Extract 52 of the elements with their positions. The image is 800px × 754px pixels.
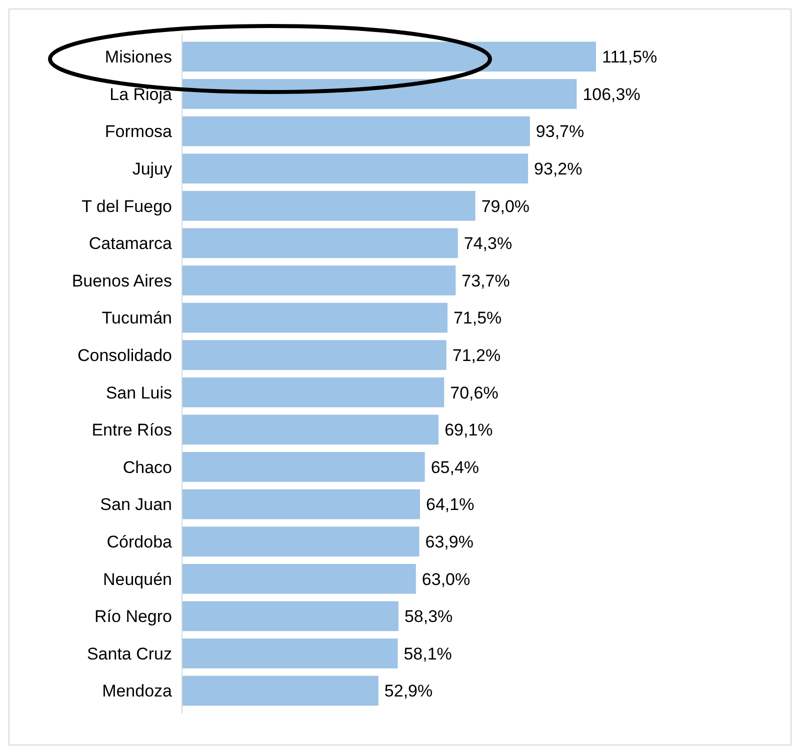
bar bbox=[182, 302, 448, 333]
data-label: 69,1% bbox=[444, 420, 493, 440]
bar bbox=[182, 190, 476, 221]
bar bbox=[182, 452, 425, 482]
y-tick-label: Jujuy bbox=[132, 160, 172, 178]
y-tick-label: Neuquén bbox=[102, 570, 172, 589]
data-label: 64,1% bbox=[426, 495, 474, 514]
data-label: 63,9% bbox=[425, 532, 474, 552]
y-tick-label: La Rioja bbox=[110, 84, 173, 104]
bar bbox=[182, 154, 528, 184]
y-tick-label: Tucumán bbox=[102, 308, 172, 328]
y-tick-label: Catamarca bbox=[88, 234, 173, 254]
y-tick-label: Consolidado bbox=[77, 346, 172, 365]
data-label: 79,0% bbox=[481, 196, 530, 216]
data-label: 70,6% bbox=[450, 383, 498, 402]
y-tick-label: Mendoza bbox=[102, 682, 173, 701]
data-label: 74,3% bbox=[464, 234, 512, 254]
data-label: 106,3% bbox=[582, 84, 640, 104]
bar bbox=[182, 266, 456, 296]
data-label: 111,5% bbox=[602, 48, 658, 67]
bar bbox=[182, 638, 398, 668]
y-tick-label: Buenos Aires bbox=[72, 271, 172, 290]
bar bbox=[182, 526, 420, 556]
data-label: 71,2% bbox=[452, 346, 501, 365]
bar bbox=[182, 116, 530, 146]
data-label: 52,9% bbox=[384, 682, 433, 701]
y-tick-label: Formosa bbox=[104, 122, 173, 142]
y-tick-label: San Luis bbox=[106, 383, 172, 402]
bar bbox=[182, 564, 416, 594]
y-tick-label: Misiones bbox=[104, 48, 172, 67]
bar bbox=[182, 601, 398, 632]
y-tick-label: Entre Ríos bbox=[92, 420, 172, 440]
data-label: 63,0% bbox=[422, 570, 470, 589]
y-tick-label: Córdoba bbox=[106, 532, 173, 552]
data-label: 93,2% bbox=[534, 160, 582, 178]
bar bbox=[182, 228, 458, 258]
data-label: 58,1% bbox=[404, 644, 452, 664]
y-tick-label: Río Negro bbox=[94, 607, 172, 626]
bar bbox=[182, 414, 439, 445]
bar bbox=[182, 340, 446, 370]
data-label: 58,3% bbox=[404, 607, 453, 626]
bar bbox=[182, 676, 378, 706]
y-tick-label: Santa Cruz bbox=[86, 644, 172, 664]
bar bbox=[182, 377, 444, 408]
data-label: 93,7% bbox=[536, 122, 584, 142]
y-tick-label: Chaco bbox=[122, 458, 172, 477]
y-tick-label: San Juan bbox=[100, 495, 172, 514]
data-label: 71,5% bbox=[453, 308, 502, 328]
data-label: 73,7% bbox=[462, 271, 510, 290]
data-label: 65,4% bbox=[430, 458, 480, 477]
bar bbox=[182, 489, 420, 520]
y-tick-label: T del Fuego bbox=[82, 196, 172, 216]
